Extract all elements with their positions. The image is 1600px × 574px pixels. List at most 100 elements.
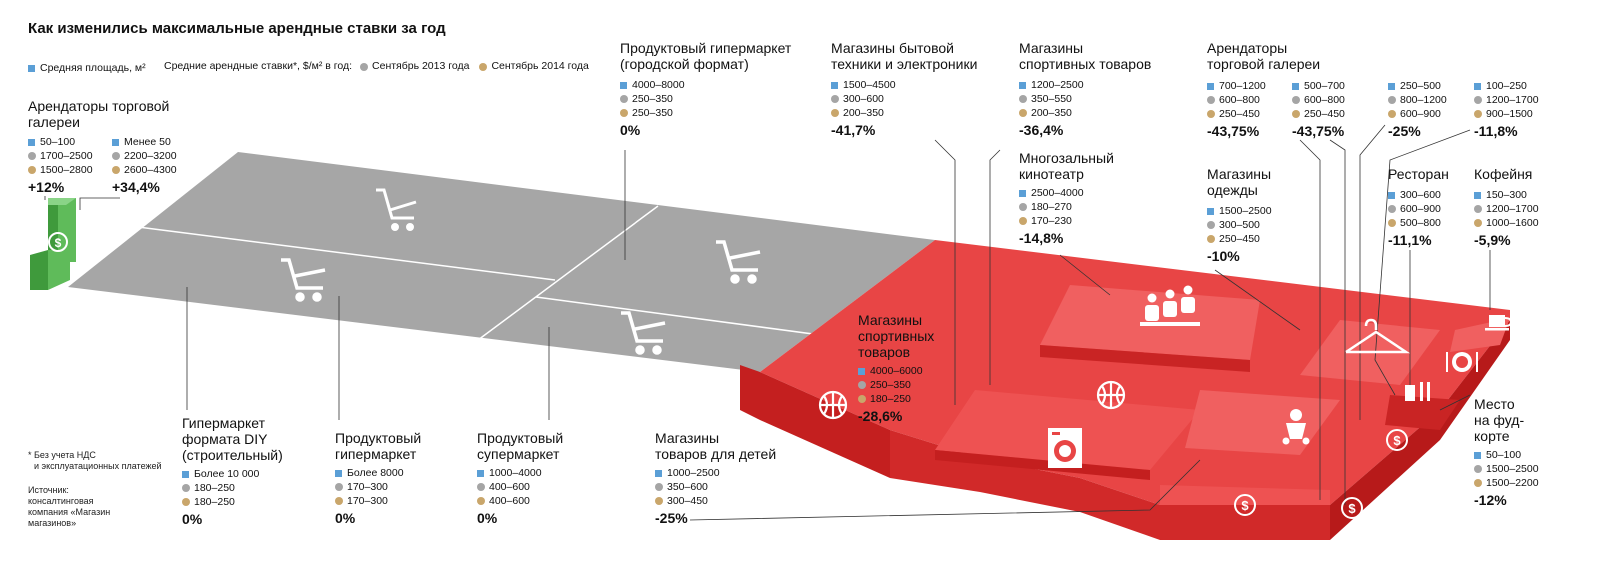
dot-2013-icon (831, 95, 839, 103)
dot-2013-icon (112, 152, 120, 160)
label-segments-restaurant-pct: -11,1% (1388, 232, 1432, 248)
block-gallery-right: Арендаторы торговой галереи (1207, 40, 1320, 72)
coffee-cup-icon (1485, 315, 1513, 331)
value-row: 100–250 (1474, 79, 1539, 93)
label-segments-foodcourt-area: 50–100 (1486, 449, 1522, 461)
label-segments-diy-pct: 0% (182, 511, 203, 527)
label-segments-gallery-r1-pct: -43,75% (1207, 123, 1260, 139)
value-row: 250–500 (1388, 79, 1447, 93)
label-segments-gallery-r2-r2014: 250–450 (1304, 108, 1345, 120)
label-segments-sports-small-area: 1200–2500 (1031, 79, 1084, 91)
dot-2014-icon (28, 166, 36, 174)
label-segments-cinema-r2013: 180–270 (1031, 201, 1072, 213)
basketball-icon (1096, 380, 1126, 410)
area-square-icon (1474, 191, 1481, 199)
label-segments-restaurant-r2014: 500–800 (1400, 217, 1441, 229)
label-segments-clothes-pct: -10% (1207, 248, 1240, 264)
label-segments-diy-name1: Гипермаркет (182, 415, 265, 431)
block-cinema: Многозальный кинотеатр 2500–4000 180–270… (1019, 150, 1114, 245)
svg-text:$: $ (1241, 498, 1249, 513)
dot-2014-icon (1019, 109, 1027, 117)
value-row: 250–350 (620, 106, 791, 120)
label-segments-electronics-name1: Магазины бытовой (831, 40, 954, 56)
value-row: 500–800 (1388, 216, 1449, 230)
value-row: 180–250 (182, 481, 283, 495)
value-row: 2500–4000 (1019, 186, 1114, 200)
label-segments-gallery-r4-area: 100–250 (1486, 80, 1527, 92)
value-row: 1200–1700 (1474, 93, 1539, 107)
value-row: 170–300 (335, 480, 421, 494)
block-foodcourt: Место на фуд- корте 50–100 1500–2500 150… (1474, 396, 1539, 507)
label-gallery-left-a-r2013: 1700–2500 (40, 150, 93, 162)
cart-icon (376, 188, 417, 231)
label-segments-cinema-r2014: 170–230 (1031, 215, 1072, 227)
label-segments-grocery-hyper-name1: Продуктовый (335, 430, 422, 446)
label-notes-src4: магазинов» (28, 518, 77, 528)
cart-icon (281, 258, 326, 302)
label-segments-sports-big-name1: Магазины (858, 312, 923, 328)
dot-2013-icon (28, 152, 36, 160)
value-row: 900–1500 (1474, 107, 1539, 121)
value-row: 1200–2500 (1019, 78, 1151, 92)
area-square-icon (1207, 207, 1214, 215)
area-square-icon (858, 367, 865, 375)
value-row: 180–270 (1019, 200, 1114, 214)
label-segments-sports-big-name3: товаров (858, 344, 911, 360)
label-segments-clothes-name1: Магазины (1207, 166, 1272, 182)
label-legend-sep2013: Сентябрь 2013 года (372, 60, 470, 72)
value-row: Более 10 000 (182, 467, 283, 481)
dollar-icon: $ (1386, 429, 1408, 451)
block-gallery-left: Арендаторы торговой галереи (28, 98, 198, 130)
source-note: Источник: консалтинговая компания «Магаз… (28, 485, 110, 529)
label-segments-grocery-hyper-pct: 0% (335, 510, 356, 526)
value-row: 2600–4300 (112, 163, 177, 177)
value-row: 1500–2200 (1474, 476, 1539, 490)
area-square-icon (1019, 189, 1026, 197)
value-row: 200–350 (831, 106, 977, 120)
value-row: 50–100 (28, 135, 93, 149)
label-segments-diy-r2014: 180–250 (194, 496, 235, 508)
label-segments-foodcourt-r2013: 1500–2500 (1486, 463, 1539, 475)
block-kids: Магазины товаров для детей 1000–2500 350… (655, 430, 776, 525)
value-row: 150–300 (1474, 188, 1539, 202)
baby-icon (1282, 409, 1310, 445)
label-segments-coffee-r2014: 1000–1600 (1486, 217, 1539, 229)
label-segments-electronics-pct: -41,7% (831, 122, 876, 138)
value-row: 600–800 (1292, 93, 1345, 107)
label-segments-coffee-name1: Кофейня (1474, 166, 1533, 182)
dot-2014-icon (655, 497, 663, 505)
label-legend-sep2014: Сентябрь 2014 года (491, 60, 589, 72)
area-square-icon (1388, 191, 1395, 199)
value-row: 250–450 (1207, 107, 1266, 121)
block-sports-small: Магазины спортивных товаров 1200–2500 35… (1019, 40, 1151, 137)
label-segments-city-hyper-name2: (городской формат) (620, 56, 749, 72)
label-segments-cinema-area: 2500–4000 (1031, 187, 1084, 199)
value-row: 600–800 (1207, 93, 1266, 107)
label-segments-grocery-hyper-r2013: 170–300 (347, 481, 388, 493)
label-segments-restaurant-name1: Ресторан (1388, 166, 1449, 182)
area-square-icon (1207, 82, 1214, 90)
label-segments-electronics-r2014: 200–350 (843, 107, 884, 119)
dot-2013-icon (1207, 221, 1215, 229)
label-segments-gallery-r4-r2014: 900–1500 (1486, 108, 1533, 120)
gallery-right-4: 100–250 1200–1700 900–1500 -11,8% (1474, 79, 1539, 138)
label-segments-sports-small-r2014: 200–350 (1031, 107, 1072, 119)
label-segments-grocery-hyper-r2014: 170–300 (347, 495, 388, 507)
dot-2013-icon (182, 484, 190, 492)
value-row: 200–350 (1019, 106, 1151, 120)
food-court-icon (1405, 382, 1430, 401)
label-segments-grocery-super-r2013: 400–600 (489, 481, 530, 493)
label-segments-foodcourt-r2014: 1500–2200 (1486, 477, 1539, 489)
block-city-hyper: Продуктовый гипермаркет (городской форма… (620, 40, 791, 137)
label-gallery-left-a-r2014: 1500–2800 (40, 164, 93, 176)
area-square-icon (28, 138, 35, 146)
dot-2014-icon (831, 109, 839, 117)
value-row: 4000–6000 (858, 364, 934, 378)
area-square-icon (1292, 82, 1299, 90)
dot-2014-icon (477, 497, 485, 505)
value-row: 250–350 (858, 378, 934, 392)
label-gallery-left-a-area: 50–100 (40, 136, 76, 148)
dot-2014-icon (1388, 110, 1396, 118)
label-segments-grocery-hyper-area: Более 8000 (347, 467, 404, 479)
label-gallery-left-b-r2014: 2600–4300 (124, 164, 177, 176)
